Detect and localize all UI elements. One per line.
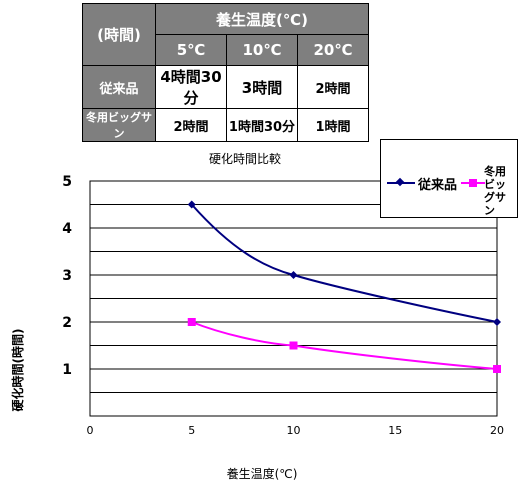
data-point-diamond	[289, 271, 298, 279]
temp-header-5: 5℃	[155, 34, 227, 66]
table-corner-header: (時間)	[82, 3, 156, 66]
data-point-square	[493, 365, 501, 373]
series-line-conventional	[191, 203, 498, 323]
row-label-winter-bigsun: 冬用ビッグサン	[82, 108, 156, 142]
table-cell: 3時間	[226, 65, 298, 109]
table-cell: 2時間	[155, 108, 227, 142]
cure-time-table: (時間) 養生温度(℃) 5℃ 10℃ 20℃ 従来品 4時間30分 3時間 2…	[82, 3, 369, 142]
chart-title: 硬化時間比較	[209, 151, 281, 166]
legend-square-marker	[469, 179, 477, 187]
data-point-square	[289, 341, 298, 350]
legend-diamond-marker	[395, 177, 405, 187]
y-tick-label: 3	[62, 268, 72, 284]
y-axis-ticks: 1 2 3 4 5	[62, 174, 72, 378]
chart-legend: 従来品 冬用ビッグサン	[380, 139, 518, 218]
cure-time-chart: 硬化時間比較 0 5 10 15 20 1 2 3 4 5 養生温度(℃) 硬化時間(時間)	[10, 151, 505, 481]
y-tick-label: 1	[62, 362, 72, 378]
x-tick-label: 20	[490, 424, 504, 437]
x-axis-label: 養生温度(℃)	[227, 466, 298, 481]
x-axis-ticks: 0 5 10 15 20	[87, 424, 505, 437]
y-tick-label: 2	[62, 315, 72, 331]
y-axis-label: 硬化時間(時間)	[10, 329, 25, 412]
x-tick-label: 10	[287, 424, 301, 437]
data-point-diamond	[493, 318, 501, 326]
x-tick-label: 15	[388, 424, 402, 437]
series-line-winter	[191, 321, 498, 370]
table-cell: 2時間	[297, 65, 369, 109]
legend-label-conventional: 従来品	[418, 178, 458, 193]
table-cell: 1時間30分	[226, 108, 298, 142]
table-row: 従来品 4時間30分 3時間 2時間	[82, 65, 369, 109]
plot-area-border	[89, 180, 498, 417]
temp-header-20: 20℃	[297, 34, 369, 66]
chart-series	[187, 200, 501, 373]
x-tick-label: 5	[188, 424, 195, 437]
temp-header-10: 10℃	[226, 34, 298, 66]
data-point-diamond	[187, 200, 196, 209]
table-cell: 1時間	[297, 108, 369, 142]
table-cell: 4時間30分	[155, 65, 227, 109]
row-label-conventional: 従来品	[82, 65, 156, 109]
temperature-group-header: 養生温度(℃)	[155, 3, 369, 35]
y-tick-label: 4	[62, 221, 72, 237]
legend-label-winter: 冬用ビッグサン	[484, 165, 506, 217]
table-row: 冬用ビッグサン 2時間 1時間30分 1時間	[82, 108, 369, 142]
y-tick-label: 5	[62, 174, 72, 190]
chart-grid	[90, 204, 497, 393]
data-point-square	[187, 318, 196, 326]
x-tick-label: 0	[87, 424, 94, 437]
